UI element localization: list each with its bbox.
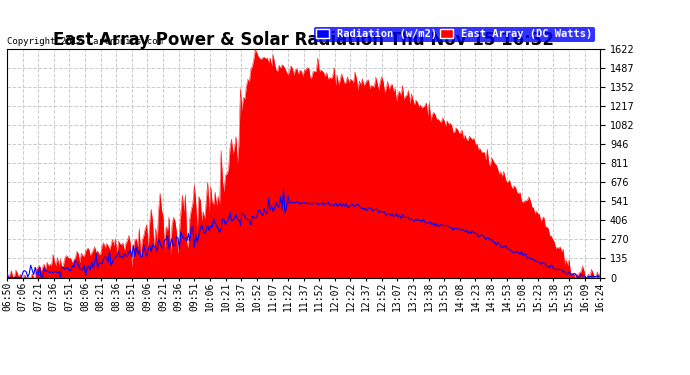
Title: East Array Power & Solar Radiation Thu Nov 15 16:32: East Array Power & Solar Radiation Thu N… bbox=[53, 31, 554, 49]
Legend: Radiation (w/m2), East Array (DC Watts): Radiation (w/m2), East Array (DC Watts) bbox=[314, 27, 595, 42]
Text: Copyright 2012 Cartronics.com: Copyright 2012 Cartronics.com bbox=[8, 38, 164, 46]
